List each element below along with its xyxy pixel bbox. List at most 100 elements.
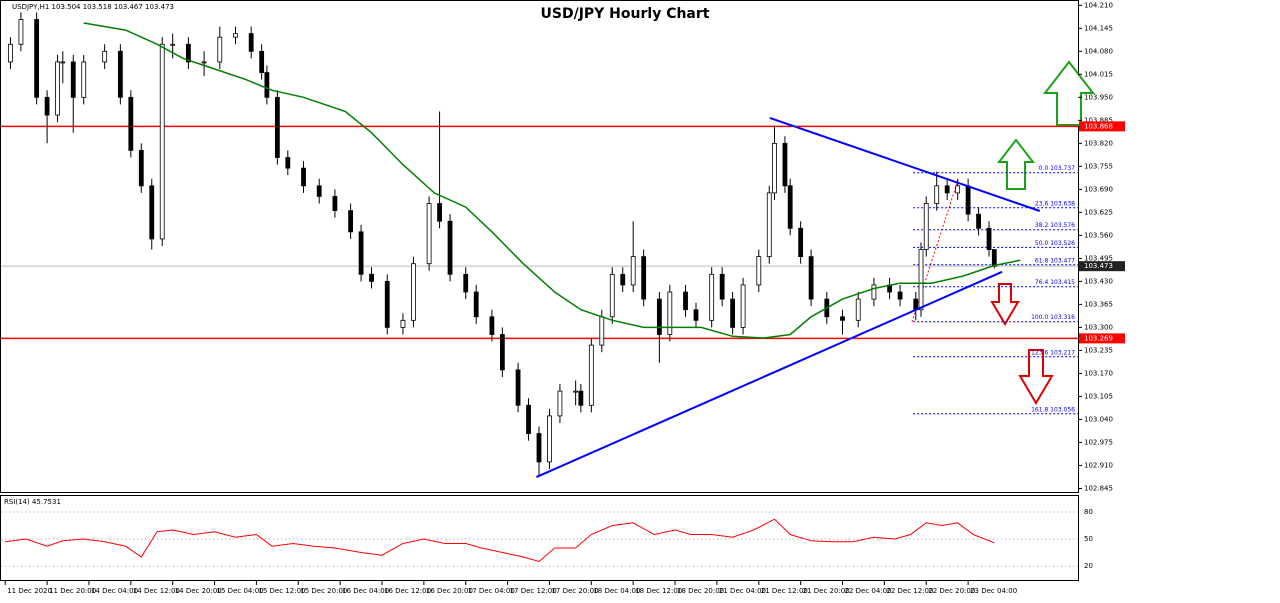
- y-tick-label: 103.430: [1084, 277, 1113, 285]
- symbol-info: USDJPY,H1 103.504 103.518 103.467 103.47…: [12, 3, 174, 11]
- rsi-title: RSI(14) 45.7531: [4, 498, 61, 506]
- x-tick-label: 14 Dec 12:00: [133, 587, 180, 595]
- candle-body: [855, 298, 861, 321]
- candle-body: [599, 316, 605, 346]
- candle-body: [301, 167, 306, 187]
- rsi-line: [5, 518, 995, 563]
- x-tick-label: 18 Dec 20:00: [677, 587, 724, 595]
- fib-label: 23.6 103.638: [1035, 200, 1075, 207]
- y-tick-label: 103.300: [1084, 323, 1113, 331]
- y-tick-label: 102.845: [1084, 484, 1113, 492]
- candle-body: [730, 298, 736, 328]
- trendline: [769, 116, 1041, 212]
- candle-body: [463, 273, 469, 293]
- candle-body: [934, 185, 940, 204]
- y-tick-label: 103.170: [1084, 369, 1113, 377]
- y-tick-label: 104.015: [1084, 70, 1113, 78]
- candle-body: [683, 291, 688, 311]
- x-tick-label: 15 Dec 20:00: [300, 587, 347, 595]
- candle-body: [986, 227, 992, 250]
- candle-body: [201, 61, 207, 64]
- fib-label: 50.0 103.526: [1035, 240, 1075, 247]
- candle-body: [798, 227, 804, 258]
- candle-body: [411, 263, 416, 321]
- fib-label: 123.6 103.217: [1031, 349, 1075, 356]
- candle-body: [944, 185, 950, 194]
- candle-body: [44, 96, 50, 116]
- up-arrow: [1042, 60, 1096, 126]
- candle-body: [740, 284, 746, 328]
- y-tick-label: 102.975: [1084, 438, 1113, 446]
- candle-body: [630, 256, 636, 286]
- x-tick-label: 21 Dec 04:00: [719, 587, 766, 595]
- trendline: [535, 270, 1003, 479]
- candle-body: [332, 196, 338, 212]
- candle-body: [641, 256, 647, 300]
- x-tick-label: 17 Dec 04:00: [468, 587, 515, 595]
- y-tick-label: 103.040: [1084, 415, 1113, 423]
- current-price-label: 103.473: [1084, 262, 1113, 270]
- x-tick-label: 15 Dec 12:00: [258, 587, 305, 595]
- y-tick-label: 103.885: [1084, 116, 1113, 124]
- candle-body: [274, 96, 280, 158]
- candle-body: [8, 43, 13, 63]
- candle-body: [473, 291, 479, 318]
- candle-body: [536, 433, 542, 463]
- x-tick-label: 22 Dec 20:00: [928, 587, 975, 595]
- candle-body: [991, 249, 997, 267]
- y-tick-label: 103.495: [1084, 254, 1113, 262]
- candle-body: [588, 344, 594, 406]
- x-tick-label: 11 Dec 2020: [7, 587, 52, 595]
- candle-body: [772, 142, 777, 194]
- rsi-tick-label: 50: [1084, 535, 1093, 543]
- candle-body: [102, 50, 108, 63]
- candle-body: [400, 319, 406, 328]
- fib-label: 0.0 103.737: [1039, 165, 1075, 172]
- candle-body: [787, 185, 793, 229]
- y-tick-label: 104.145: [1084, 24, 1113, 32]
- candle-body: [620, 273, 626, 286]
- candle-body: [609, 273, 615, 318]
- candle-body: [656, 298, 662, 335]
- candle-body: [547, 415, 552, 463]
- candle-body: [447, 220, 453, 275]
- level-label: 103.269: [1084, 334, 1113, 342]
- fib-label: 161.8 103.056: [1031, 406, 1075, 413]
- y-tick-label: 103.820: [1084, 139, 1113, 147]
- candle-body: [60, 61, 66, 64]
- candle-body: [976, 213, 981, 229]
- level-label-box: [1079, 333, 1125, 344]
- fib-label: 38.2 103.576: [1035, 222, 1075, 229]
- y-tick-label: 103.235: [1084, 346, 1113, 354]
- candle-body: [34, 19, 40, 98]
- candle-body: [871, 284, 877, 300]
- candle-body: [426, 203, 432, 265]
- candle-body: [117, 50, 123, 98]
- x-tick-label: 21 Dec 12:00: [761, 587, 808, 595]
- candle-body: [693, 309, 699, 321]
- candle-body: [923, 203, 929, 250]
- fib-label: 100.0 103.316: [1031, 314, 1075, 321]
- candle-body: [808, 256, 814, 300]
- candle-body: [170, 43, 176, 46]
- current-price-box: [1079, 261, 1125, 272]
- candle-body: [185, 43, 191, 63]
- candle-body: [667, 291, 673, 335]
- candle-body: [499, 334, 505, 371]
- x-tick-label: 16 Dec 12:00: [384, 587, 431, 595]
- x-tick-label: 15 Dec 04:00: [217, 587, 264, 595]
- x-tick-label: 22 Dec 12:00: [886, 587, 933, 595]
- candle-body: [557, 390, 563, 417]
- rsi-panel: [0, 495, 1079, 581]
- x-tick-label: 16 Dec 04:00: [342, 587, 389, 595]
- candle-body: [955, 185, 961, 194]
- y-tick-label: 104.210: [1084, 1, 1113, 9]
- x-tick-label: 17 Dec 20:00: [551, 587, 598, 595]
- up-arrow: [996, 138, 1036, 190]
- candle-body: [437, 203, 442, 222]
- candle-body: [149, 185, 155, 240]
- candle-body: [138, 150, 144, 187]
- candle-body: [840, 316, 845, 321]
- x-tick-label: 16 Dec 20:00: [426, 587, 473, 595]
- candle-body: [756, 256, 762, 286]
